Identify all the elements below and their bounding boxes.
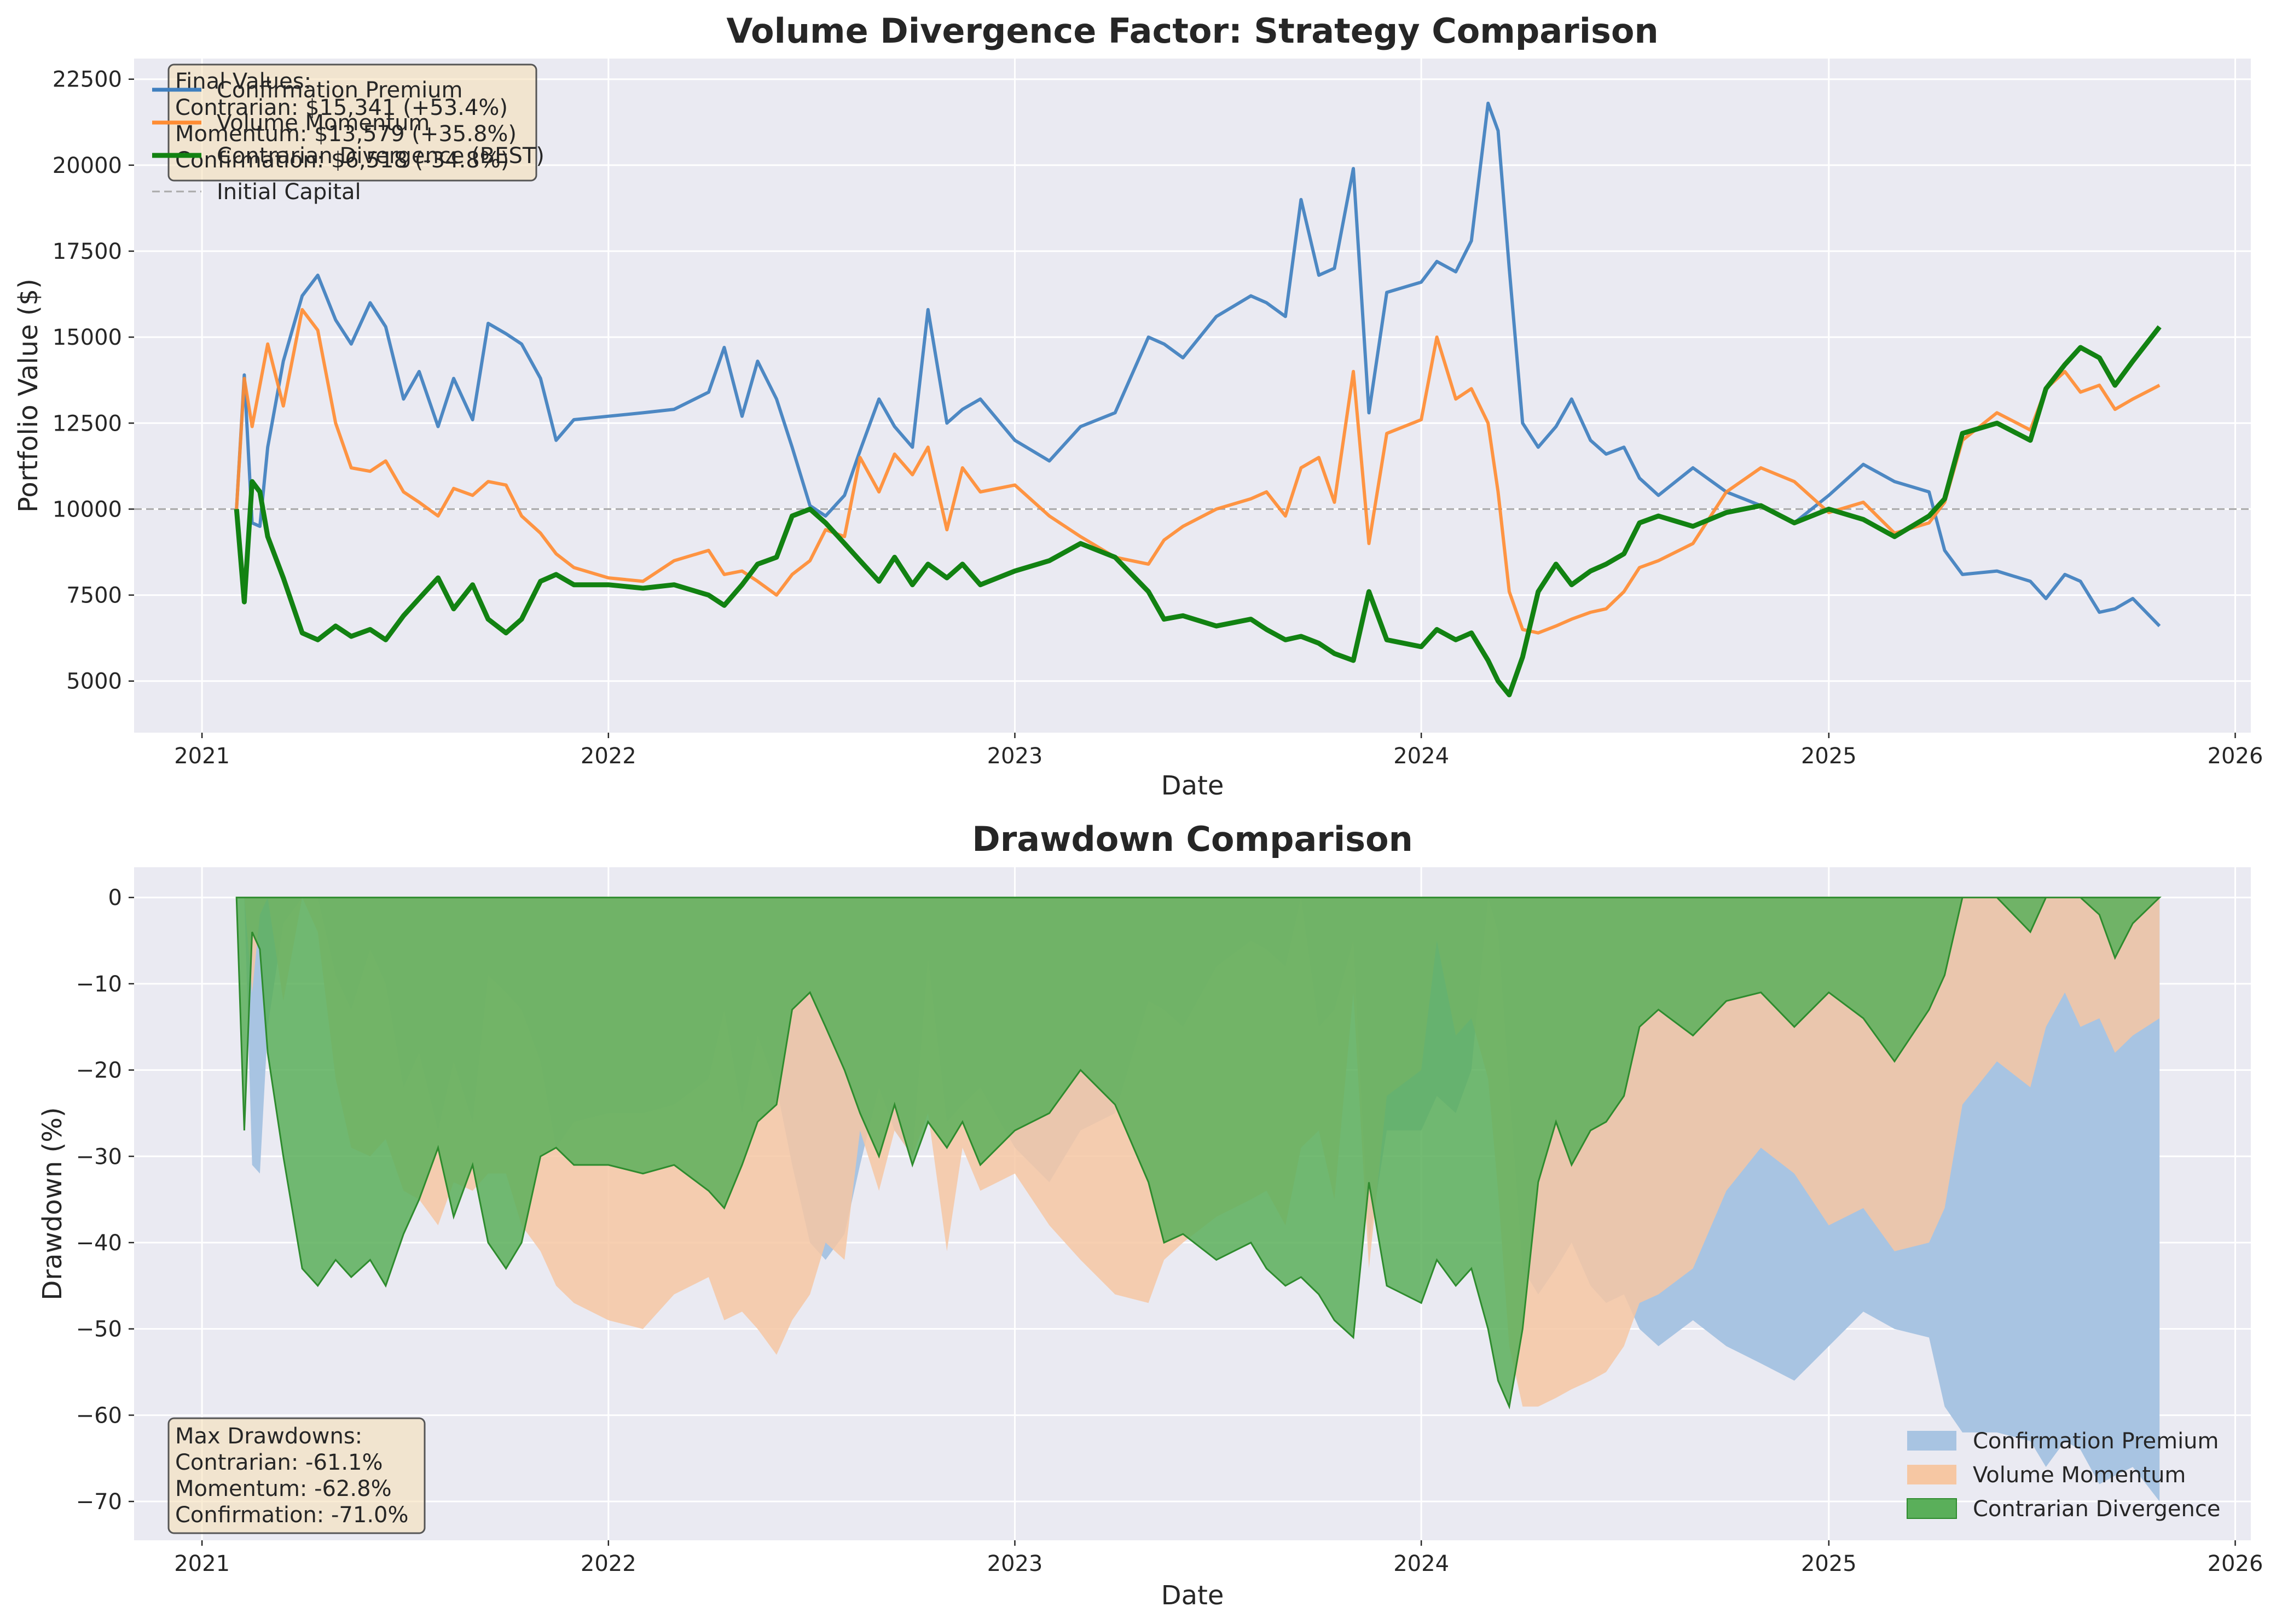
legend-label-confirmation: Confirmation Premium <box>217 78 463 103</box>
legend-swatch-confirmation-area <box>1907 1431 1956 1451</box>
top-legend: Confirmation Premium Volume Momentum Con… <box>152 78 545 205</box>
bottom-y-tick-label: −50 <box>76 1317 122 1342</box>
series-line-contrarian-divergence-best <box>234 325 2162 698</box>
bottom-panel: Drawdown Comparison 2021 2022 2023 2024 2025… <box>37 819 2263 1611</box>
bottom-x-tick-label: 2021 <box>174 1551 230 1576</box>
bottom-series-group <box>235 896 2162 1501</box>
legend-label-initial: Initial Capital <box>217 179 361 205</box>
max-drawdowns-box: Max Drawdowns: Contrarian: -61.1% Moment… <box>167 1417 426 1534</box>
top-x-axis-label: Date <box>1161 770 1224 801</box>
bottom-y-tick-label: −40 <box>76 1231 122 1256</box>
top-x-tick-label: 2026 <box>2208 744 2263 769</box>
bottom-x-axis-label: Date <box>1161 1580 1224 1611</box>
legend-label-contrarian: Contrarian Divergence (BEST) <box>217 143 545 169</box>
top-y-tick-label: 12500 <box>53 411 122 436</box>
bottom-x-tick-label: 2023 <box>987 1551 1043 1576</box>
bottom-y-tick-label: −70 <box>76 1489 122 1515</box>
bottom-x-axis: 2021 2022 2023 2024 2025 2026 <box>174 1540 2263 1576</box>
bottom-chart-title: Drawdown Comparison <box>972 819 1413 859</box>
top-x-tick-label: 2025 <box>1801 744 1857 769</box>
top-y-tick-label: 17500 <box>53 239 122 264</box>
top-series-group <box>234 101 2162 698</box>
legend-swatch-momentum-area <box>1907 1465 1956 1484</box>
bottom-y-tick-label: −20 <box>76 1058 122 1083</box>
top-y-axis-label: Portfolio Value ($) <box>13 279 44 513</box>
bottom-x-tick-label: 2025 <box>1801 1551 1857 1576</box>
top-x-tick-label: 2023 <box>987 744 1043 769</box>
top-y-tick-label: 7500 <box>66 583 122 608</box>
bottom-x-tick-label: 2022 <box>581 1551 636 1576</box>
top-y-axis: 5000 7500 10000 12500 15000 17500 20000 22500 <box>53 67 134 694</box>
top-panel: Volume Divergence Factor: Strategy Compa… <box>13 11 2263 801</box>
bottom-y-axis-label: Drawdown (%) <box>37 1107 68 1300</box>
legend-label-momentum: Volume Momentum <box>217 111 430 136</box>
max-drawdowns-box-frame <box>167 1417 426 1534</box>
bottom-y-tick-label: 0 <box>108 885 122 910</box>
max-drawdown-contrarian: Contrarian: -61.1% <box>175 1450 383 1475</box>
bottom-y-tick-label: −30 <box>76 1144 122 1169</box>
bottom-y-tick-label: −60 <box>76 1403 122 1428</box>
series-area-contrarian-divergence <box>235 896 2162 1410</box>
final-value-confirmation: Confirmation: $6,518 (-34.8%) <box>175 148 509 173</box>
legend-label-contrarian-area: Contrarian Divergence <box>1973 1497 2220 1522</box>
top-y-tick-label: 15000 <box>53 325 122 350</box>
top-y-tick-label: 20000 <box>53 153 122 178</box>
bottom-x-tick-label: 2024 <box>1393 1551 1449 1576</box>
max-drawdowns-header: Max Drawdowns: <box>175 1424 362 1449</box>
final-value-contrarian: Contrarian: $15,341 (+53.4%) <box>175 95 508 120</box>
top-y-tick-label: 22500 <box>53 67 122 92</box>
top-x-tick-label: 2024 <box>1393 744 1449 769</box>
bottom-legend: Confirmation Premium Volume Momentum Con… <box>1907 1429 2220 1522</box>
legend-swatch-contrarian-area <box>1907 1498 1957 1519</box>
legend-label-confirmation-area: Confirmation Premium <box>1973 1429 2219 1454</box>
legend-label-momentum-area: Volume Momentum <box>1973 1463 2186 1488</box>
top-y-tick-label: 10000 <box>53 497 122 522</box>
final-value-momentum: Momentum: $13,579 (+35.8%) <box>175 121 517 147</box>
bottom-y-tick-label: −10 <box>76 972 122 997</box>
top-x-axis: 2021 2022 2023 2024 2025 2026 <box>174 733 2263 769</box>
top-x-tick-label: 2021 <box>174 744 230 769</box>
top-x-tick-label: 2022 <box>581 744 636 769</box>
top-y-tick-label: 5000 <box>66 669 122 694</box>
bottom-y-axis: 0 −10 −20 −30 −40 −50 −60 −70 <box>76 885 134 1515</box>
bottom-x-tick-label: 2026 <box>2208 1551 2263 1576</box>
series-line-volume-momentum <box>235 308 2161 635</box>
max-drawdown-confirmation: Confirmation: -71.0% <box>175 1503 408 1528</box>
max-drawdown-momentum: Momentum: -62.8% <box>175 1476 392 1501</box>
top-chart-title: Volume Divergence Factor: Strategy Compa… <box>726 11 1658 51</box>
